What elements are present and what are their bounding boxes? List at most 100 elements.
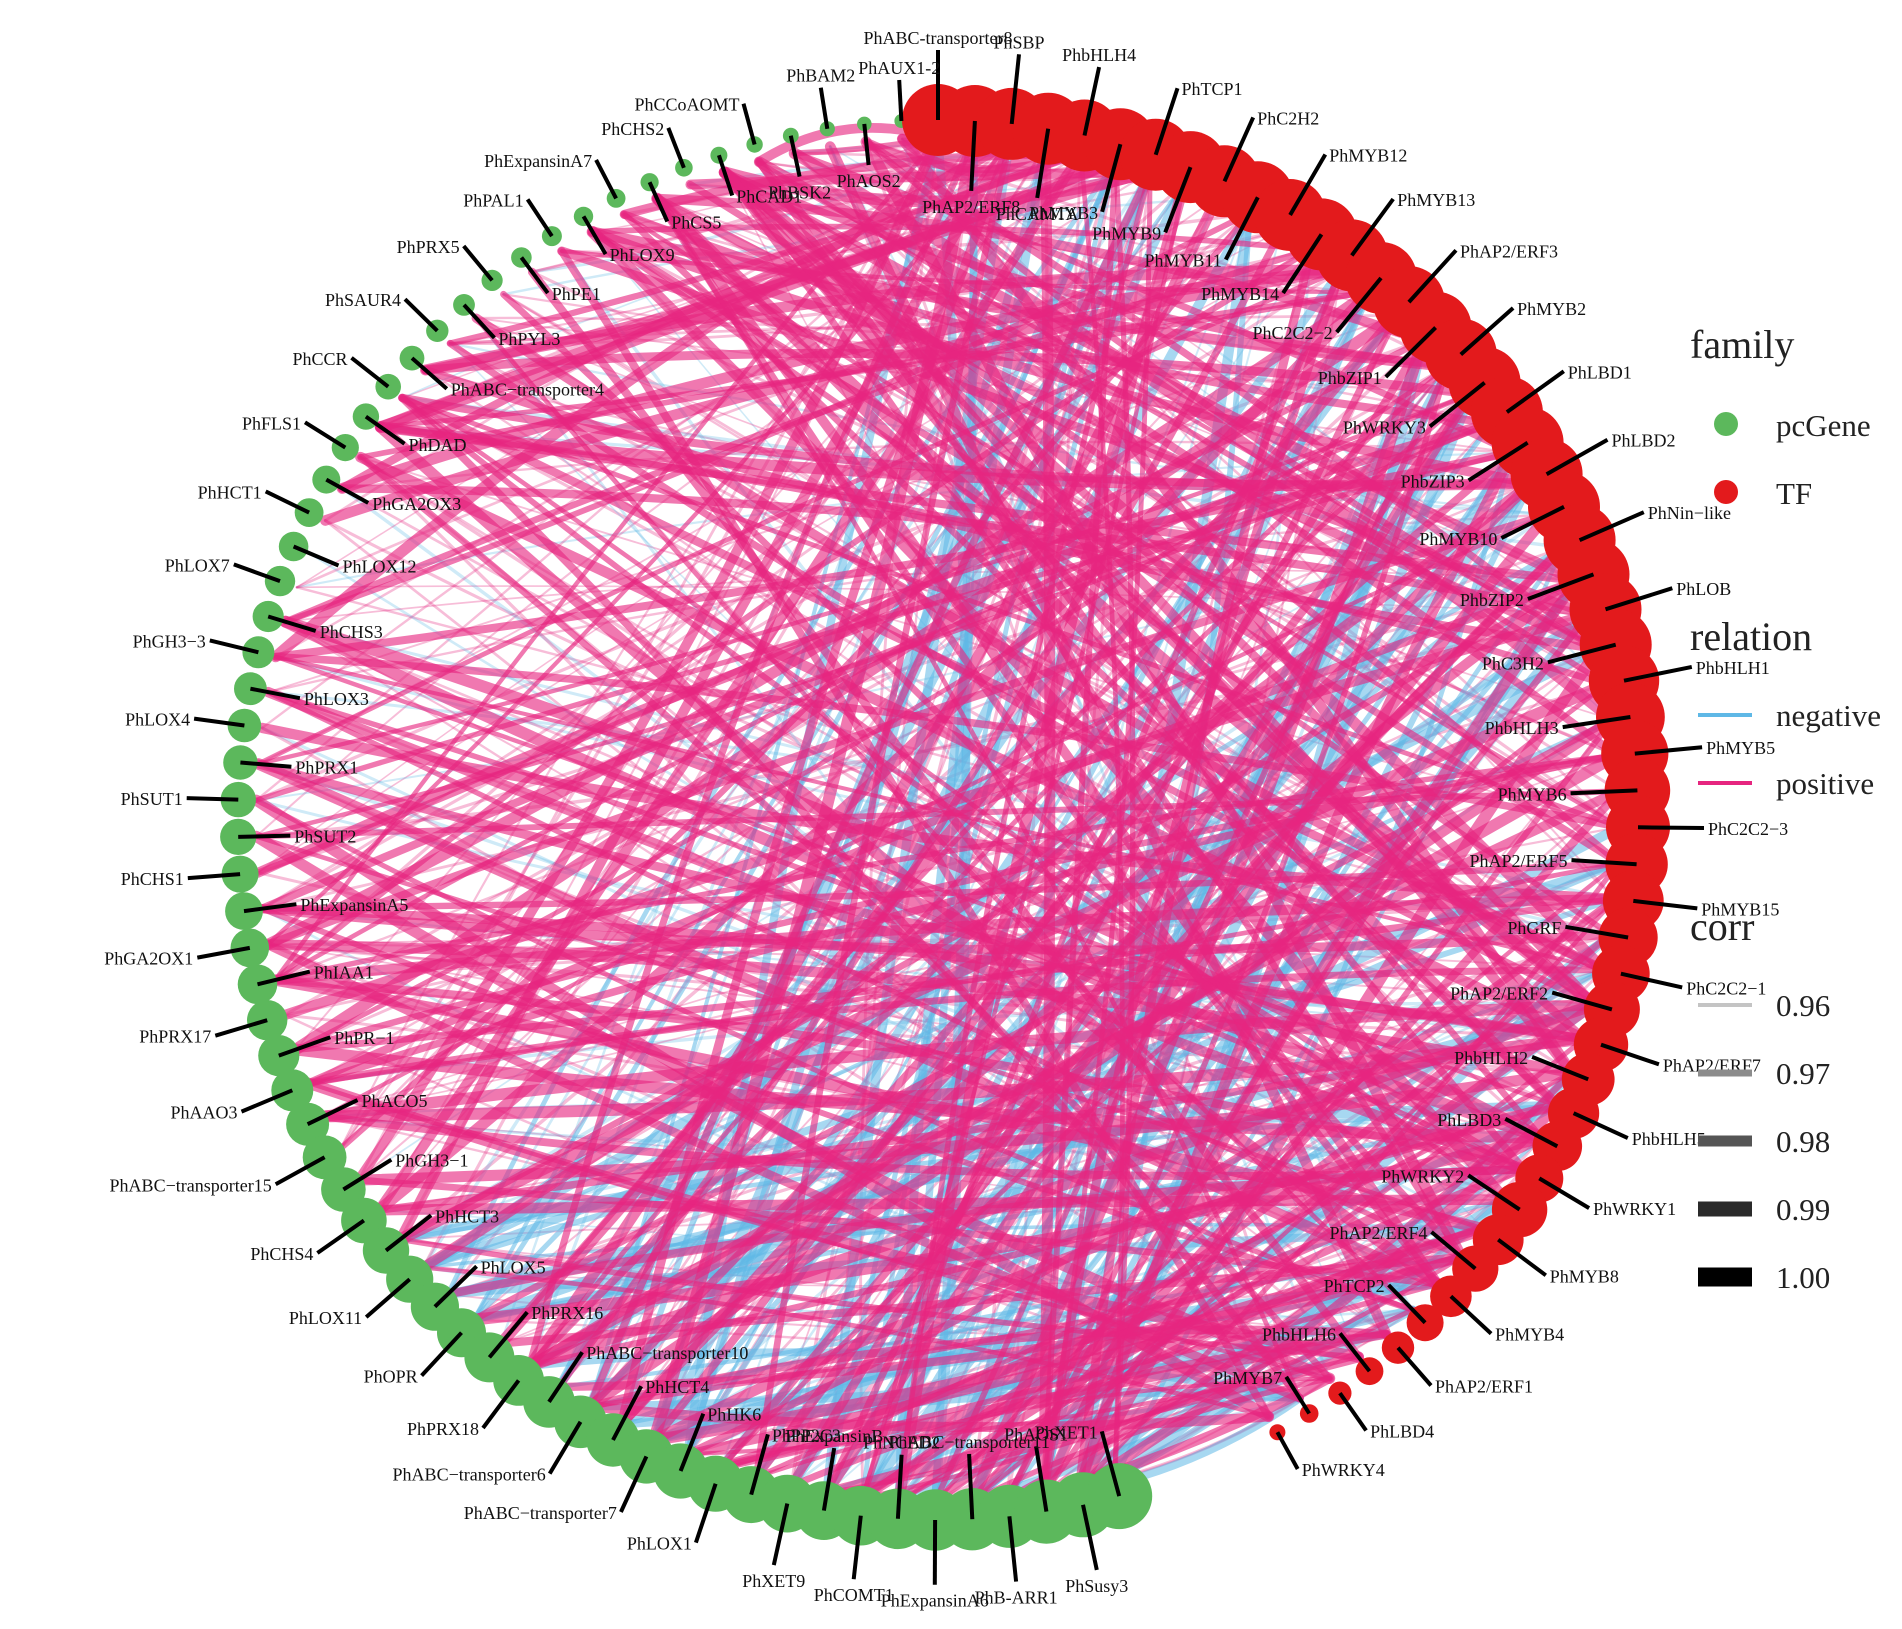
leader-line-phgrf (1565, 924, 1629, 940)
correlation-edge-579 (718, 166, 1601, 1011)
legend-negative-label: negative (1776, 698, 1881, 733)
leader-line-phap2-erf3 (1407, 248, 1458, 304)
node-label-phap2-erf1: PhAP2/ERF1 (1435, 1377, 1533, 1397)
node-label-phbzip2: PhbZIP2 (1460, 590, 1524, 610)
correlation-edge-378 (721, 169, 1610, 688)
leader-line-phap2-erf4 (1430, 1230, 1477, 1271)
correlation-edge-526 (720, 168, 1621, 760)
leader-line-phbzip2 (1527, 572, 1595, 601)
node-label-phaco5: PhACO5 (362, 1091, 428, 1111)
pcgene-node-phaos2 (857, 116, 872, 132)
node-label-phbhlh2: PhbHLH2 (1454, 1048, 1528, 1068)
node-label-phhct1: PhHCT1 (198, 482, 262, 502)
correlation-edge-547 (649, 336, 1427, 1445)
node-label-phmyb13: PhMYB13 (1397, 190, 1475, 210)
node-label-phsaur4: PhSAUR4 (325, 290, 401, 310)
leader-line-phcad1 (717, 154, 735, 197)
node-label-phc2c2-3: PhC2C2−3 (1708, 819, 1788, 839)
node-label-phbhlh5: PhbHLH5 (1632, 1129, 1706, 1149)
leader-line-phlox12 (292, 544, 340, 568)
leader-line-phpp2c3 (749, 1433, 770, 1496)
leader-line-phlbd1 (1505, 369, 1565, 414)
leader-line-phabc-transporter6 (547, 1420, 583, 1475)
node-label-phbzip3: PhbZIP3 (1401, 471, 1465, 491)
correlation-edge-567 (751, 542, 1568, 1482)
correlation-edge-577 (282, 210, 1253, 625)
leader-line-phbhlh2 (1531, 1055, 1589, 1082)
node-label-phlox3: PhLOX3 (304, 689, 369, 709)
node-label-phxet1: PhXET1 (1035, 1422, 1098, 1442)
leader-line-phsut1 (186, 796, 239, 802)
leader-line-phlbd3 (1504, 1117, 1559, 1149)
leader-line-phbzip1 (1384, 326, 1438, 379)
node-label-phcomt1: PhCOMT1 (814, 1585, 894, 1605)
correlation-edge-574 (1040, 716, 1616, 1497)
correlation-edge-541 (1073, 643, 1605, 1494)
node-label-phlox12: PhLOX12 (343, 557, 417, 577)
leader-line-phpr-1 (278, 1035, 331, 1058)
leader-line-phlox3 (250, 686, 301, 701)
pcgene-node-phbam2 (819, 121, 835, 137)
correlation-edge-550 (318, 998, 1601, 1123)
leader-line-phc2h2 (1222, 116, 1256, 183)
node-label-phabc-transporter7: PhABC−transporter7 (464, 1503, 617, 1523)
leader-line-phprx17 (214, 1018, 268, 1038)
node-label-phmyb9: PhMYB9 (1092, 223, 1161, 243)
leader-line-phbhlh6 (1338, 1332, 1372, 1373)
node-label-phlox9: PhLOX9 (610, 245, 675, 265)
leader-line-phap2-erf1 (1396, 1346, 1433, 1387)
leader-line-phiaa1 (257, 969, 311, 987)
legend-pcgene-swatch (1714, 412, 1738, 436)
leader-line-phabc-transporter15 (274, 1155, 326, 1187)
legend-corr-100-label: 1.00 (1776, 1260, 1830, 1295)
leader-line-phnin-like (1578, 510, 1645, 543)
node-label-phfls1: PhFLS1 (242, 413, 301, 433)
correlation-edge-492 (355, 1176, 1442, 1288)
correlation-edge-570 (791, 149, 1516, 456)
leader-line-phlbd2 (1545, 437, 1609, 476)
correlation-edge-479 (421, 1265, 1271, 1419)
leader-line-phsbp (1009, 54, 1021, 125)
correlation-edge-560 (718, 166, 1610, 976)
correlation-edge-475 (319, 264, 1347, 526)
node-label-phmyb2: PhMYB2 (1517, 299, 1586, 319)
leader-line-phfls1 (303, 420, 347, 450)
leader-line-phmyb8 (1497, 1238, 1547, 1277)
node-label-phlox11: PhLOX11 (289, 1308, 362, 1328)
correlation-edge-498 (648, 1100, 1563, 1446)
leader-line-phlox9 (581, 215, 608, 256)
correlation-edge-516 (279, 615, 1548, 1144)
leader-line-phaos1 (1034, 1445, 1049, 1512)
leader-line-phbhlh4 (1082, 66, 1102, 136)
legend-corr-title: corr (1690, 904, 1754, 949)
leader-line-phlox1 (694, 1483, 718, 1544)
leader-line-phopr (420, 1331, 463, 1377)
node-label-phchs1: PhCHS1 (121, 869, 184, 889)
leader-line-phlox5 (433, 1264, 478, 1309)
correlation-edge-545 (648, 1223, 1490, 1446)
node-label-phabc-transporter6: PhABC−transporter6 (393, 1465, 546, 1485)
leader-line-phap2-erf8 (969, 120, 977, 192)
leader-line-phlob (1604, 586, 1673, 612)
node-label-phmyb5: PhMYB5 (1706, 738, 1775, 758)
leader-line-phcomt1 (851, 1515, 863, 1580)
leader-line-phhct3 (384, 1213, 433, 1253)
correlation-edge-576 (824, 141, 1392, 1340)
leader-line-phccoaomt (741, 103, 757, 146)
legend-tf-label: TF (1776, 476, 1812, 511)
leader-line-phmyb9 (1163, 166, 1193, 234)
correlation-edge-548 (786, 389, 1476, 1491)
node-label-phb-arr1: PhB-ARR1 (975, 1588, 1058, 1608)
node-label-phlbd2: PhLBD2 (1612, 431, 1676, 451)
node-label-phpyl3: PhPYL3 (498, 329, 560, 349)
node-label-phnced2: PhNCED2 (863, 1433, 940, 1453)
leader-line-phmyb5 (1634, 745, 1703, 756)
node-label-phlbd4: PhLBD4 (1370, 1422, 1434, 1442)
leader-line-phb-arr1 (1007, 1516, 1019, 1582)
node-label-phbhlh4: PhbHLH4 (1062, 45, 1136, 65)
correlation-edge-509 (858, 999, 1600, 1503)
legend-corr-096-label: 0.96 (1776, 988, 1830, 1023)
leader-line-phbam2 (818, 87, 830, 130)
node-label-phnin-like: PhNin−like (1648, 503, 1731, 523)
correlation-edge-546 (523, 998, 1601, 1372)
